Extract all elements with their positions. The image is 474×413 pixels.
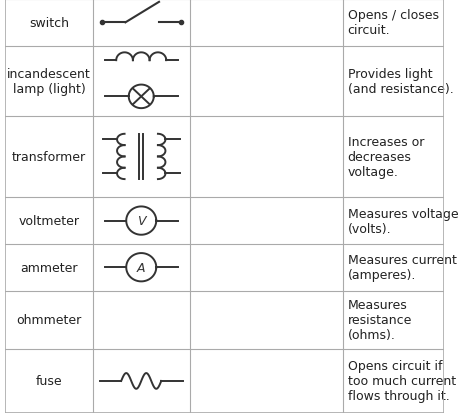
Text: transformer: transformer (12, 151, 86, 164)
Text: Measures current
(amperes).: Measures current (amperes). (347, 254, 456, 282)
Text: switch: switch (29, 17, 69, 30)
Text: ohmmeter: ohmmeter (17, 313, 82, 326)
Text: Measures voltage
(volts).: Measures voltage (volts). (347, 207, 458, 235)
Text: ammeter: ammeter (20, 261, 78, 274)
Text: Opens circuit if
too much current
flows through it.: Opens circuit if too much current flows … (347, 360, 456, 402)
Text: V: V (137, 215, 146, 228)
Text: Provides light
(and resistance).: Provides light (and resistance). (347, 67, 453, 95)
Text: voltmeter: voltmeter (18, 215, 80, 228)
Text: Opens / closes
circuit.: Opens / closes circuit. (347, 9, 438, 37)
Text: Increases or
decreases
voltage.: Increases or decreases voltage. (347, 135, 424, 178)
Text: A: A (137, 261, 146, 274)
Text: Measures
resistance
(ohms).: Measures resistance (ohms). (347, 299, 412, 342)
Text: fuse: fuse (36, 375, 63, 387)
Text: incandescent
lamp (light): incandescent lamp (light) (7, 67, 91, 95)
